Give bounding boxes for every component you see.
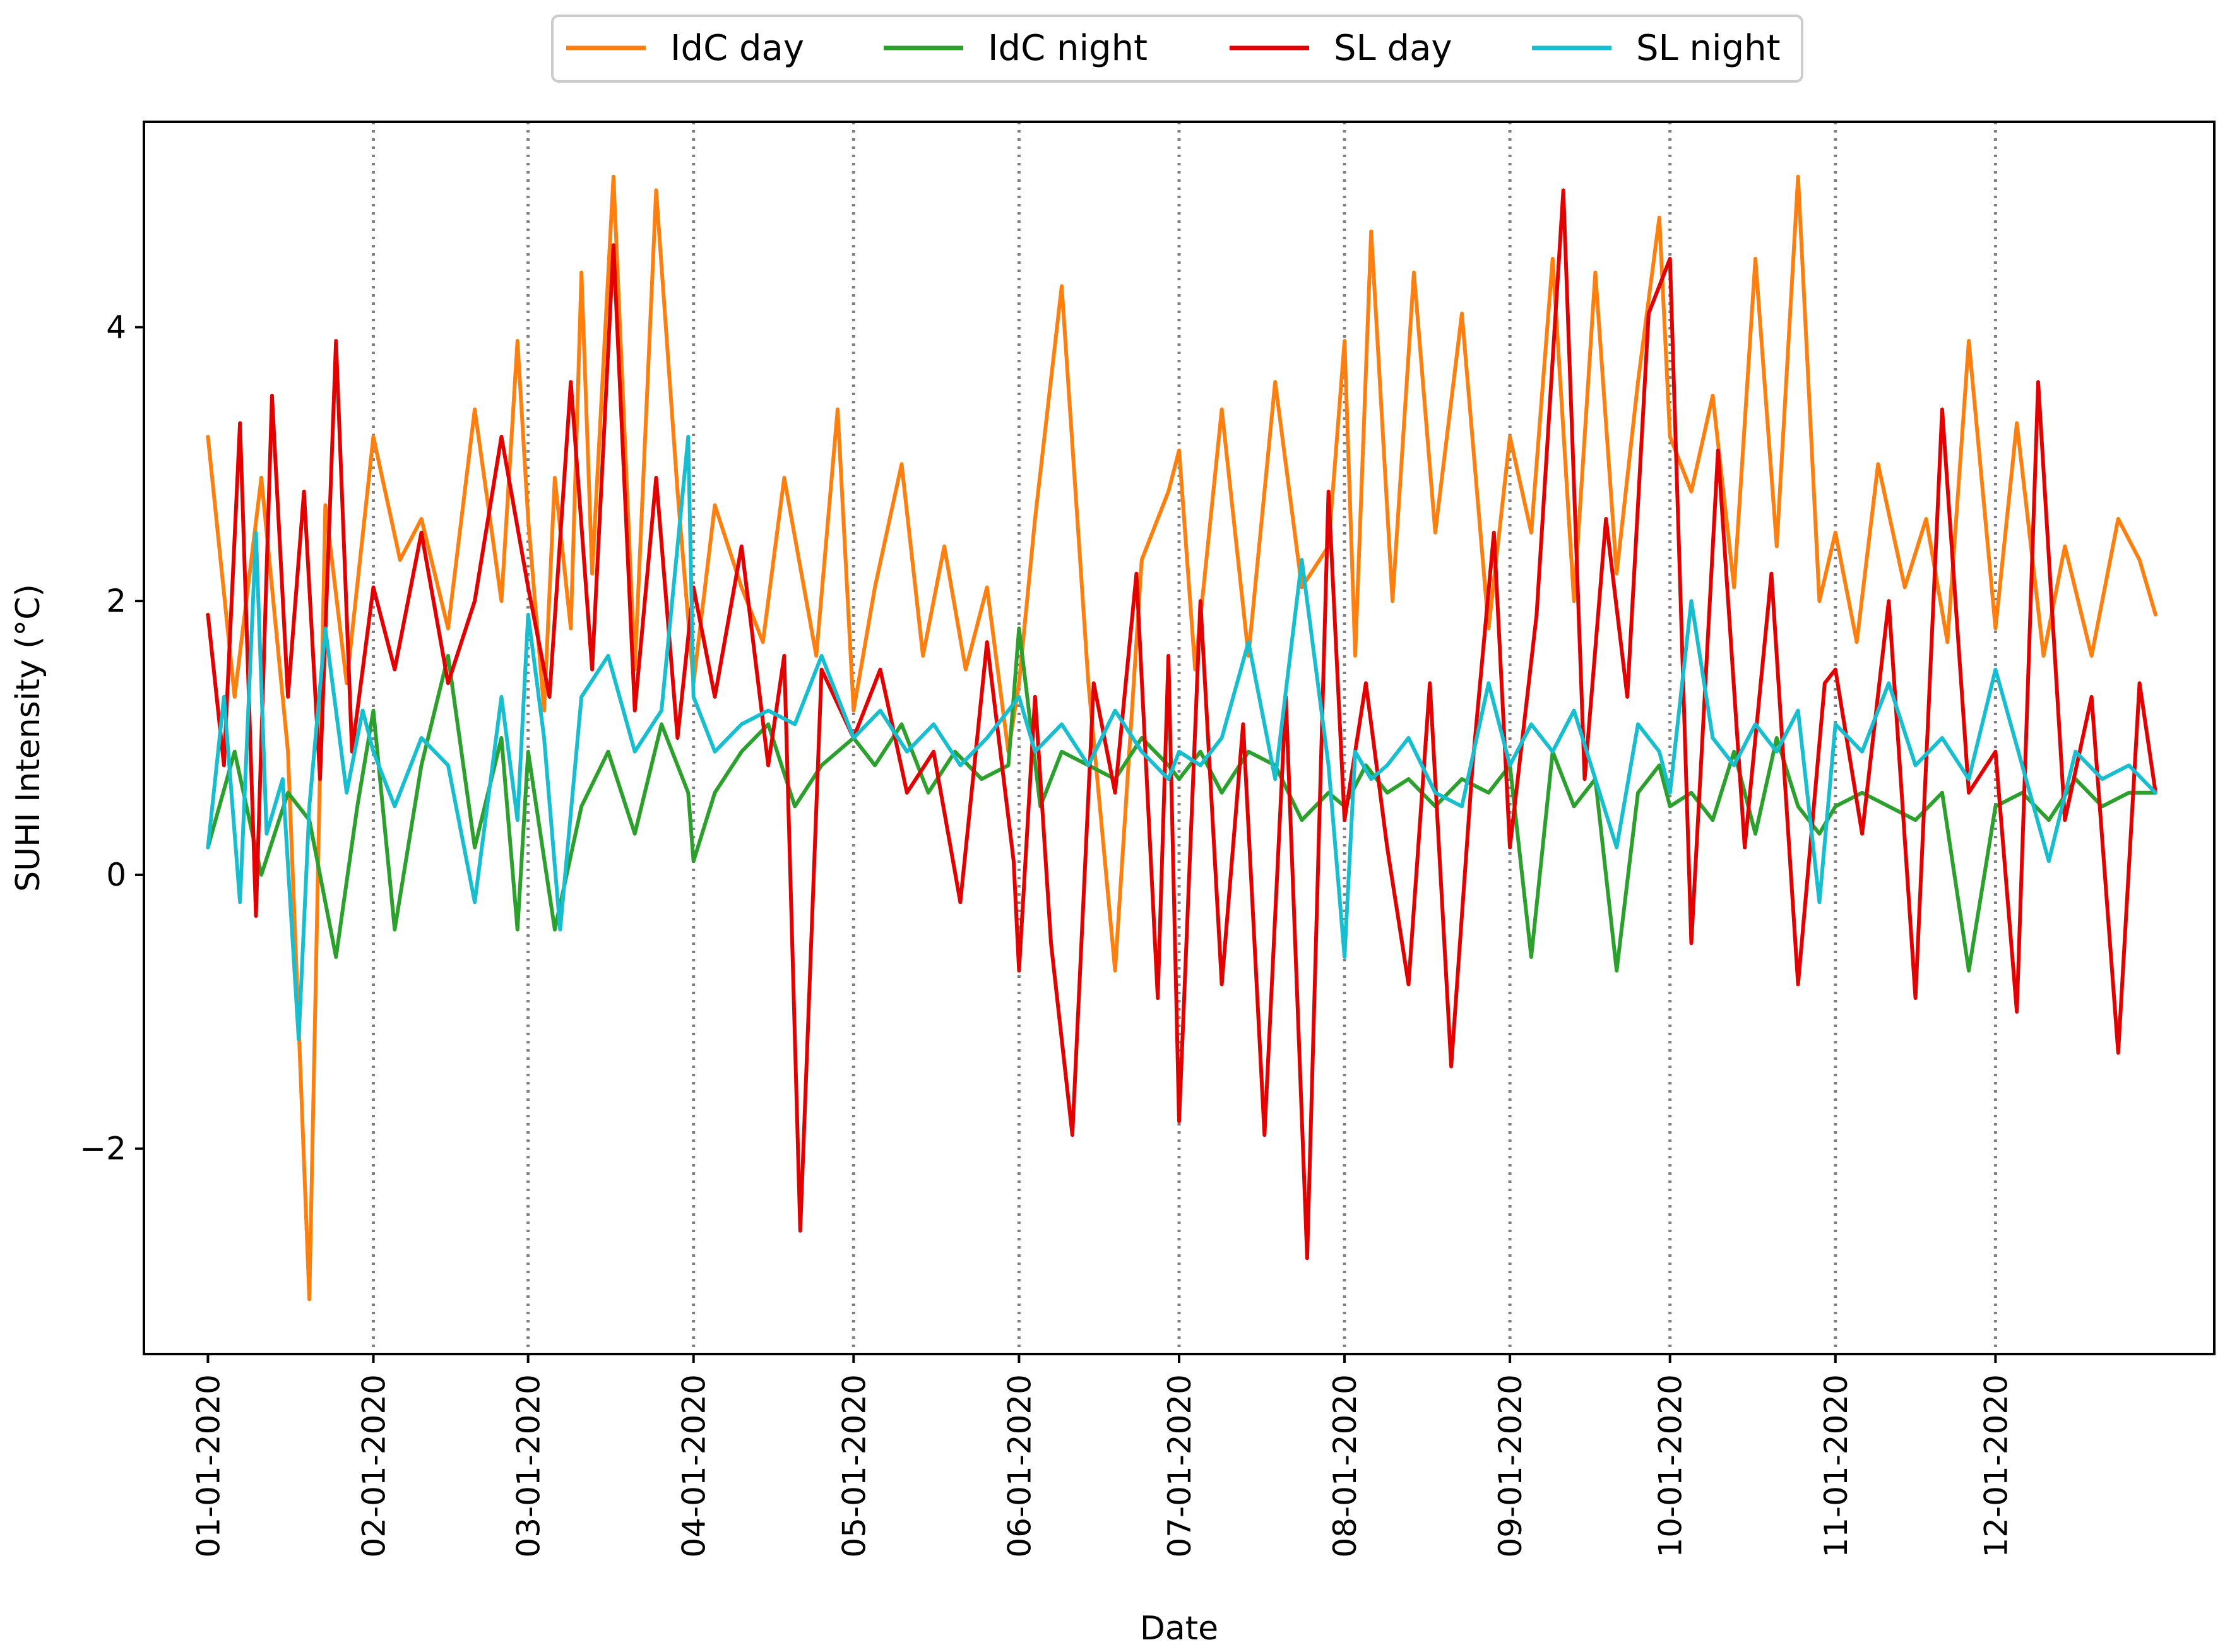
series-line-sl-night [206, 434, 2157, 1042]
x-tick-label-1: 02-01-2020 [356, 1374, 393, 1558]
y-axis-label: SUHI Intensity (°C) [9, 584, 47, 892]
x-axis: 01-01-2020 02-01-2020 03-01-2020 04-01-2020… [190, 1354, 2014, 1558]
y-axis: −2 0 2 4 [80, 309, 144, 1167]
x-tick-label-7: 08-01-2020 [1327, 1374, 1363, 1558]
series-lines [206, 174, 2157, 1302]
x-axis-label: Date [1140, 1610, 1218, 1648]
y-tick-label-2: 2 [106, 583, 126, 619]
x-tick-label-5: 06-01-2020 [1001, 1374, 1038, 1558]
legend-label-sl-night: SL night [1636, 28, 1781, 69]
x-tick-label-0: 01-01-2020 [190, 1374, 227, 1558]
x-tick-label-4: 05-01-2020 [836, 1374, 872, 1558]
legend-label-sl-day: SL day [1334, 28, 1452, 69]
y-tick-label-0: −2 [80, 1131, 126, 1167]
legend-box [551, 15, 1803, 83]
y-tick-label-1: 0 [106, 857, 126, 893]
x-tick-label-2: 03-01-2020 [511, 1374, 547, 1558]
series-line-idc-night [206, 626, 2157, 973]
x-tick-label-11: 12-01-2020 [1978, 1374, 2014, 1558]
x-tick-label-9: 10-01-2020 [1652, 1374, 1689, 1558]
legend-label-idc-night: IdC night [988, 28, 1148, 69]
x-tick-label-6: 07-01-2020 [1161, 1374, 1198, 1558]
series-line-sl-day [206, 188, 2157, 1261]
y-tick-label-3: 4 [106, 309, 126, 345]
legend: IdC day IdC night SL day SL night [551, 15, 1803, 83]
x-tick-label-8: 09-01-2020 [1492, 1374, 1529, 1558]
legend-label-idc-day: IdC day [670, 28, 804, 69]
x-tick-label-3: 04-01-2020 [676, 1374, 713, 1558]
x-tick-label-10: 11-01-2020 [1818, 1374, 1854, 1558]
